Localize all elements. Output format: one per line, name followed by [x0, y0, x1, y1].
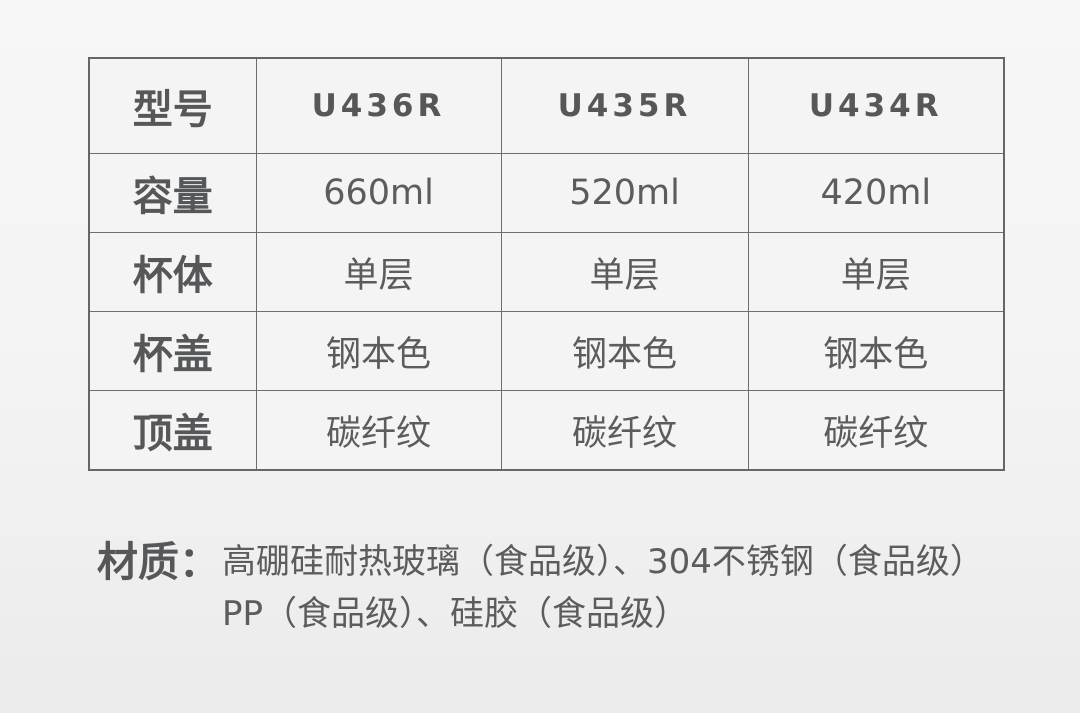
top-cover-value: 碳纤纹: [500, 390, 749, 471]
materials-line-2: PP（食品级）、硅胶（食品级）: [222, 594, 689, 634]
table-row-cup-body: 杯体 单层 单层 单层: [88, 232, 1005, 312]
row-label-cup-lid: 杯盖: [88, 311, 257, 391]
cup-lid-value: 钢本色: [255, 311, 502, 391]
capacity-value: 520ml: [500, 153, 749, 233]
table-row-top-cover: 顶盖 碳纤纹 碳纤纹 碳纤纹: [88, 390, 1005, 471]
spec-table: 型号 U436R U435R U434R 容量 660ml 520ml 420m…: [88, 57, 1005, 471]
row-label-top-cover: 顶盖: [88, 390, 257, 471]
cup-body-value: 单层: [747, 232, 1005, 312]
capacity-value: 420ml: [747, 153, 1005, 233]
table-row-capacity: 容量 660ml 520ml 420ml: [88, 153, 1005, 233]
top-cover-value: 碳纤纹: [747, 390, 1005, 471]
materials-label: 材质：: [97, 538, 220, 586]
capacity-value: 660ml: [255, 153, 502, 233]
row-label-model: 型号: [88, 57, 257, 154]
model-value: U436R: [255, 57, 502, 154]
row-label-capacity: 容量: [88, 153, 257, 233]
cup-lid-value: 钢本色: [747, 311, 1005, 391]
cup-body-value: 单层: [255, 232, 502, 312]
materials-section: 材质： 高硼硅耐热玻璃（食品级）、304不锈钢（食品级） PP（食品级）、硅胶（…: [97, 536, 984, 640]
materials-line-1: 高硼硅耐热玻璃（食品级）、304不锈钢（食品级）: [222, 542, 984, 582]
cup-body-value: 单层: [500, 232, 749, 312]
cup-lid-value: 钢本色: [500, 311, 749, 391]
model-value: U434R: [747, 57, 1005, 154]
row-label-cup-body: 杯体: [88, 232, 257, 312]
table-row-model: 型号 U436R U435R U434R: [88, 57, 1005, 154]
top-cover-value: 碳纤纹: [255, 390, 502, 471]
model-value: U435R: [500, 57, 749, 154]
table-row-cup-lid: 杯盖 钢本色 钢本色 钢本色: [88, 311, 1005, 391]
materials-text: 高硼硅耐热玻璃（食品级）、304不锈钢（食品级） PP（食品级）、硅胶（食品级）: [222, 536, 984, 640]
